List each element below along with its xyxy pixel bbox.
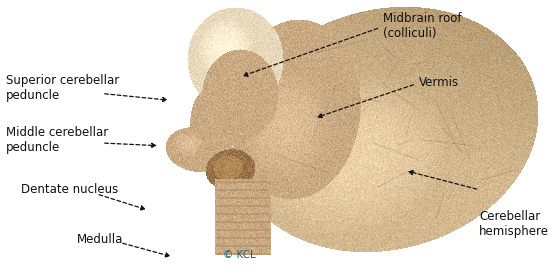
Text: Dentate nucleus: Dentate nucleus bbox=[21, 183, 118, 196]
Text: Vermis: Vermis bbox=[419, 76, 459, 89]
Text: Cerebellar
hemisphere: Cerebellar hemisphere bbox=[479, 210, 549, 238]
Text: © KCL: © KCL bbox=[223, 250, 256, 260]
Text: Middle cerebellar
peduncle: Middle cerebellar peduncle bbox=[6, 126, 108, 154]
Text: Medulla: Medulla bbox=[77, 233, 123, 246]
Text: Superior cerebellar
peduncle: Superior cerebellar peduncle bbox=[6, 74, 119, 102]
Text: Midbrain roof
(colliculi): Midbrain roof (colliculi) bbox=[383, 12, 461, 40]
